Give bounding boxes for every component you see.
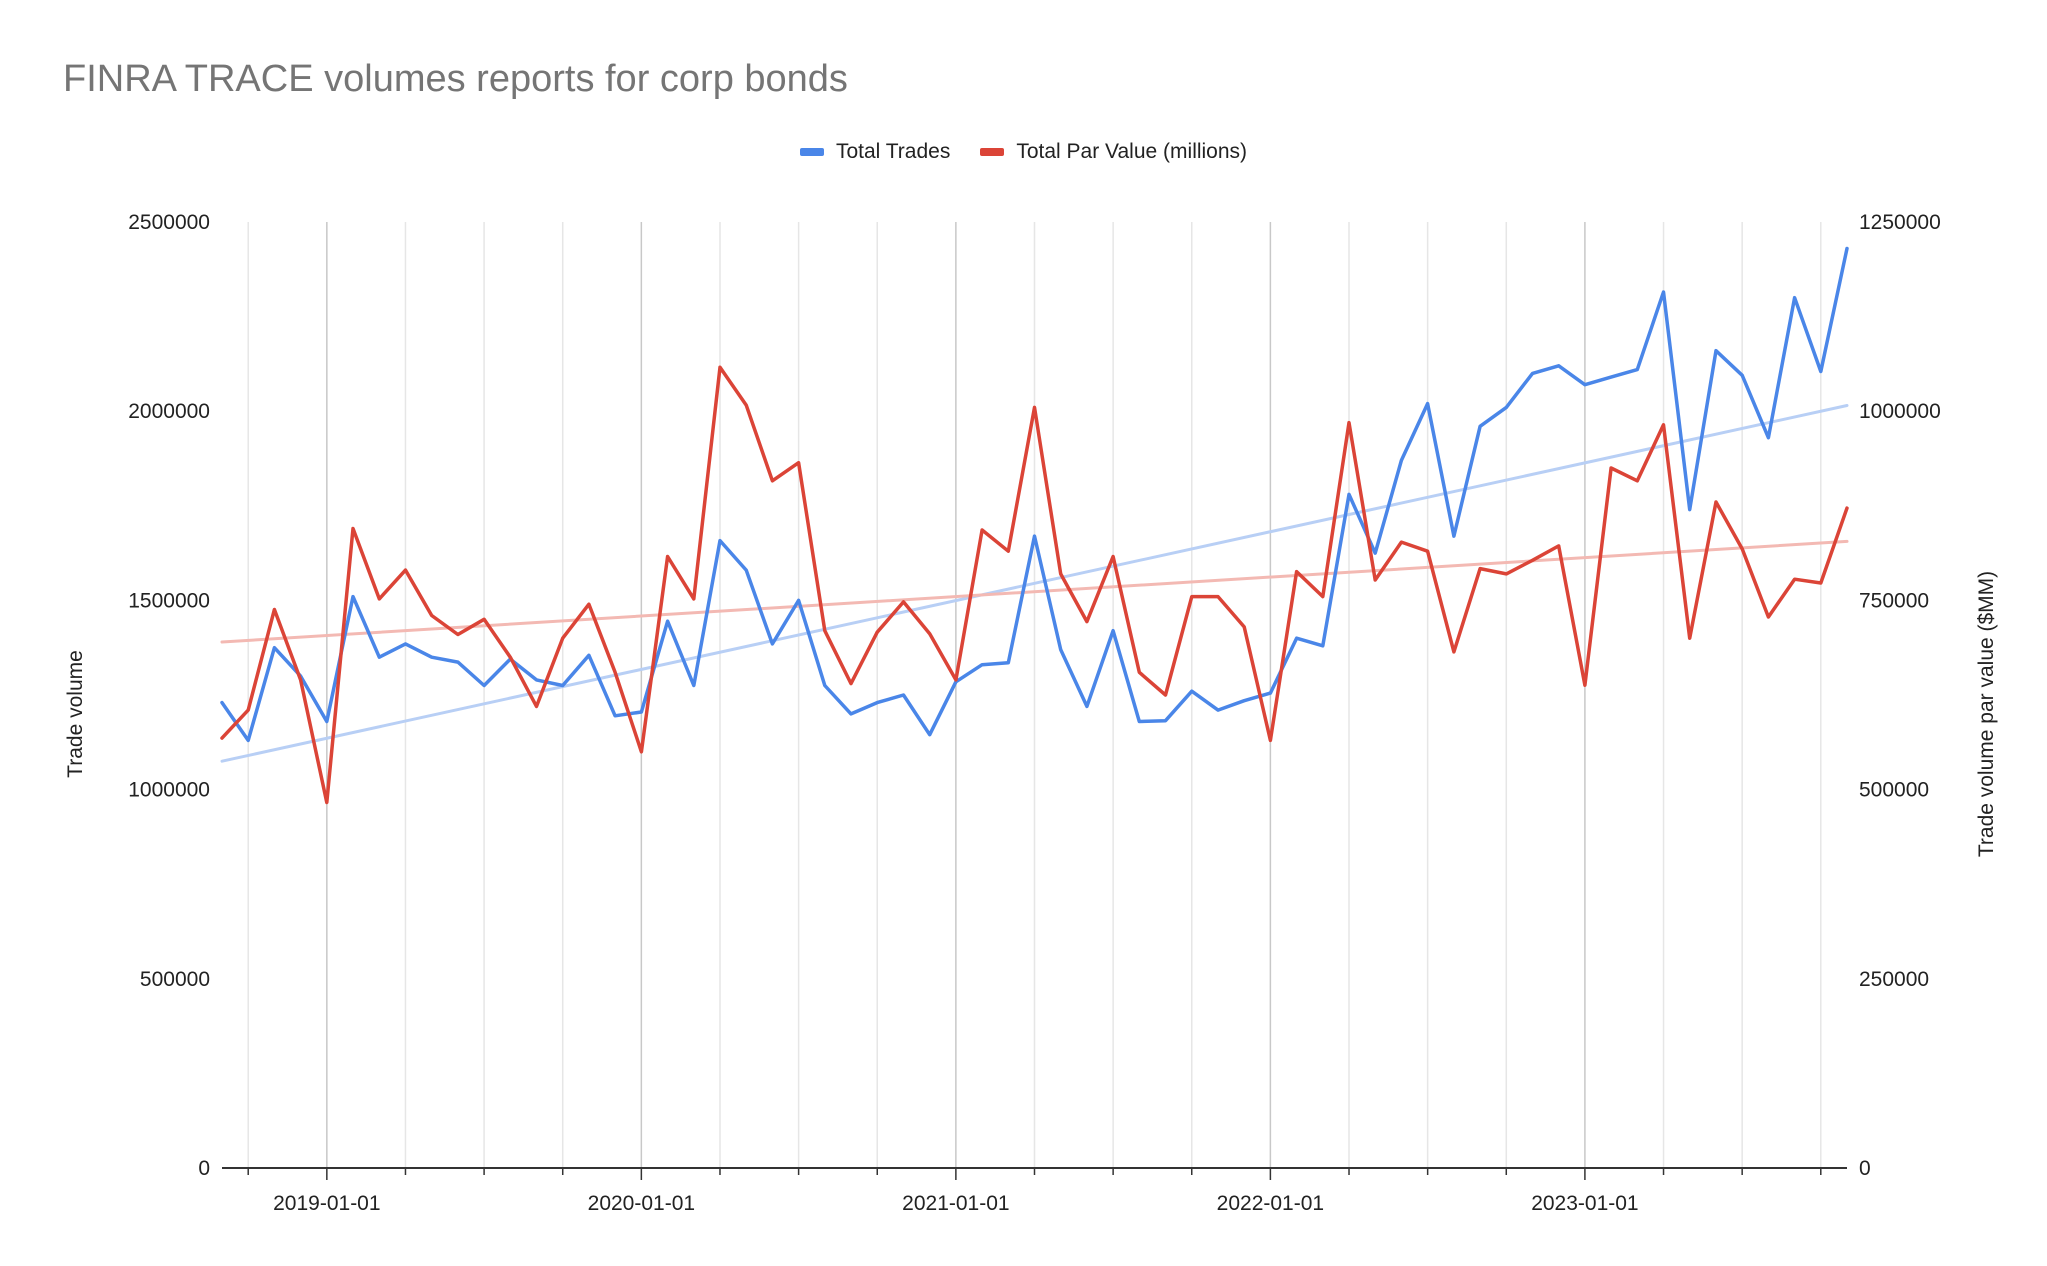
x-tick-label: 2019-01-01 xyxy=(273,1192,380,1215)
series-line-total-trades-trendline xyxy=(220,404,1849,763)
y2-axis-title: Trade volume par value ($MM) xyxy=(1975,571,1998,857)
legend-label-total-par-value: Total Par Value (millions) xyxy=(1016,140,1248,163)
chart-title: FINRA TRACE volumes reports for corp bon… xyxy=(63,58,848,100)
legend-label-total-trades: Total Trades xyxy=(835,140,951,163)
grid-layer xyxy=(247,222,1822,1168)
y-tick-label: 2500000 xyxy=(128,211,210,234)
legend-swatch-total-par-value xyxy=(980,148,1005,156)
x-tick-label: 2020-01-01 xyxy=(588,1192,695,1215)
y-tick-label: 500000 xyxy=(140,968,210,991)
y-tick-label: 1500000 xyxy=(128,589,210,612)
series-line-total-trades xyxy=(220,246,1849,743)
legend-item-total-par-value[interactable]: Total Par Value (millions) xyxy=(980,140,1247,164)
legend: Total Trades Total Par Value (millions) xyxy=(0,140,2047,164)
legend-item-total-trades[interactable]: Total Trades xyxy=(799,140,951,164)
y2-tick-label: 0 xyxy=(1859,1157,1871,1180)
y2-tick-label: 1250000 xyxy=(1859,211,1941,234)
y-axis-title: Trade volume xyxy=(64,650,87,778)
y2-tick-label: 1000000 xyxy=(1859,400,1941,423)
axis-layer xyxy=(222,1167,1847,1180)
x-tick-label: 2023-01-01 xyxy=(1531,1192,1638,1215)
y-tick-label: 0 xyxy=(198,1157,210,1180)
y2-tick-label: 250000 xyxy=(1859,968,1929,991)
label-layer: 2019-01-01 2020-01-01 2021-01-01 2022-01-01… xyxy=(128,211,1941,1215)
legend-swatch-total-trades xyxy=(799,148,824,156)
series-line-total-par-value-trendline xyxy=(220,539,1849,644)
y2-tick-label: 500000 xyxy=(1859,779,1929,802)
y-tick-label: 1000000 xyxy=(128,779,210,802)
series-line-total-par-value-millions xyxy=(220,365,1849,805)
x-tick-label: 2022-01-01 xyxy=(1217,1192,1324,1215)
y2-tick-label: 750000 xyxy=(1859,589,1929,612)
series-layer xyxy=(220,246,1849,805)
x-tick-label: 2021-01-01 xyxy=(902,1192,1009,1215)
y-tick-label: 2000000 xyxy=(128,400,210,423)
